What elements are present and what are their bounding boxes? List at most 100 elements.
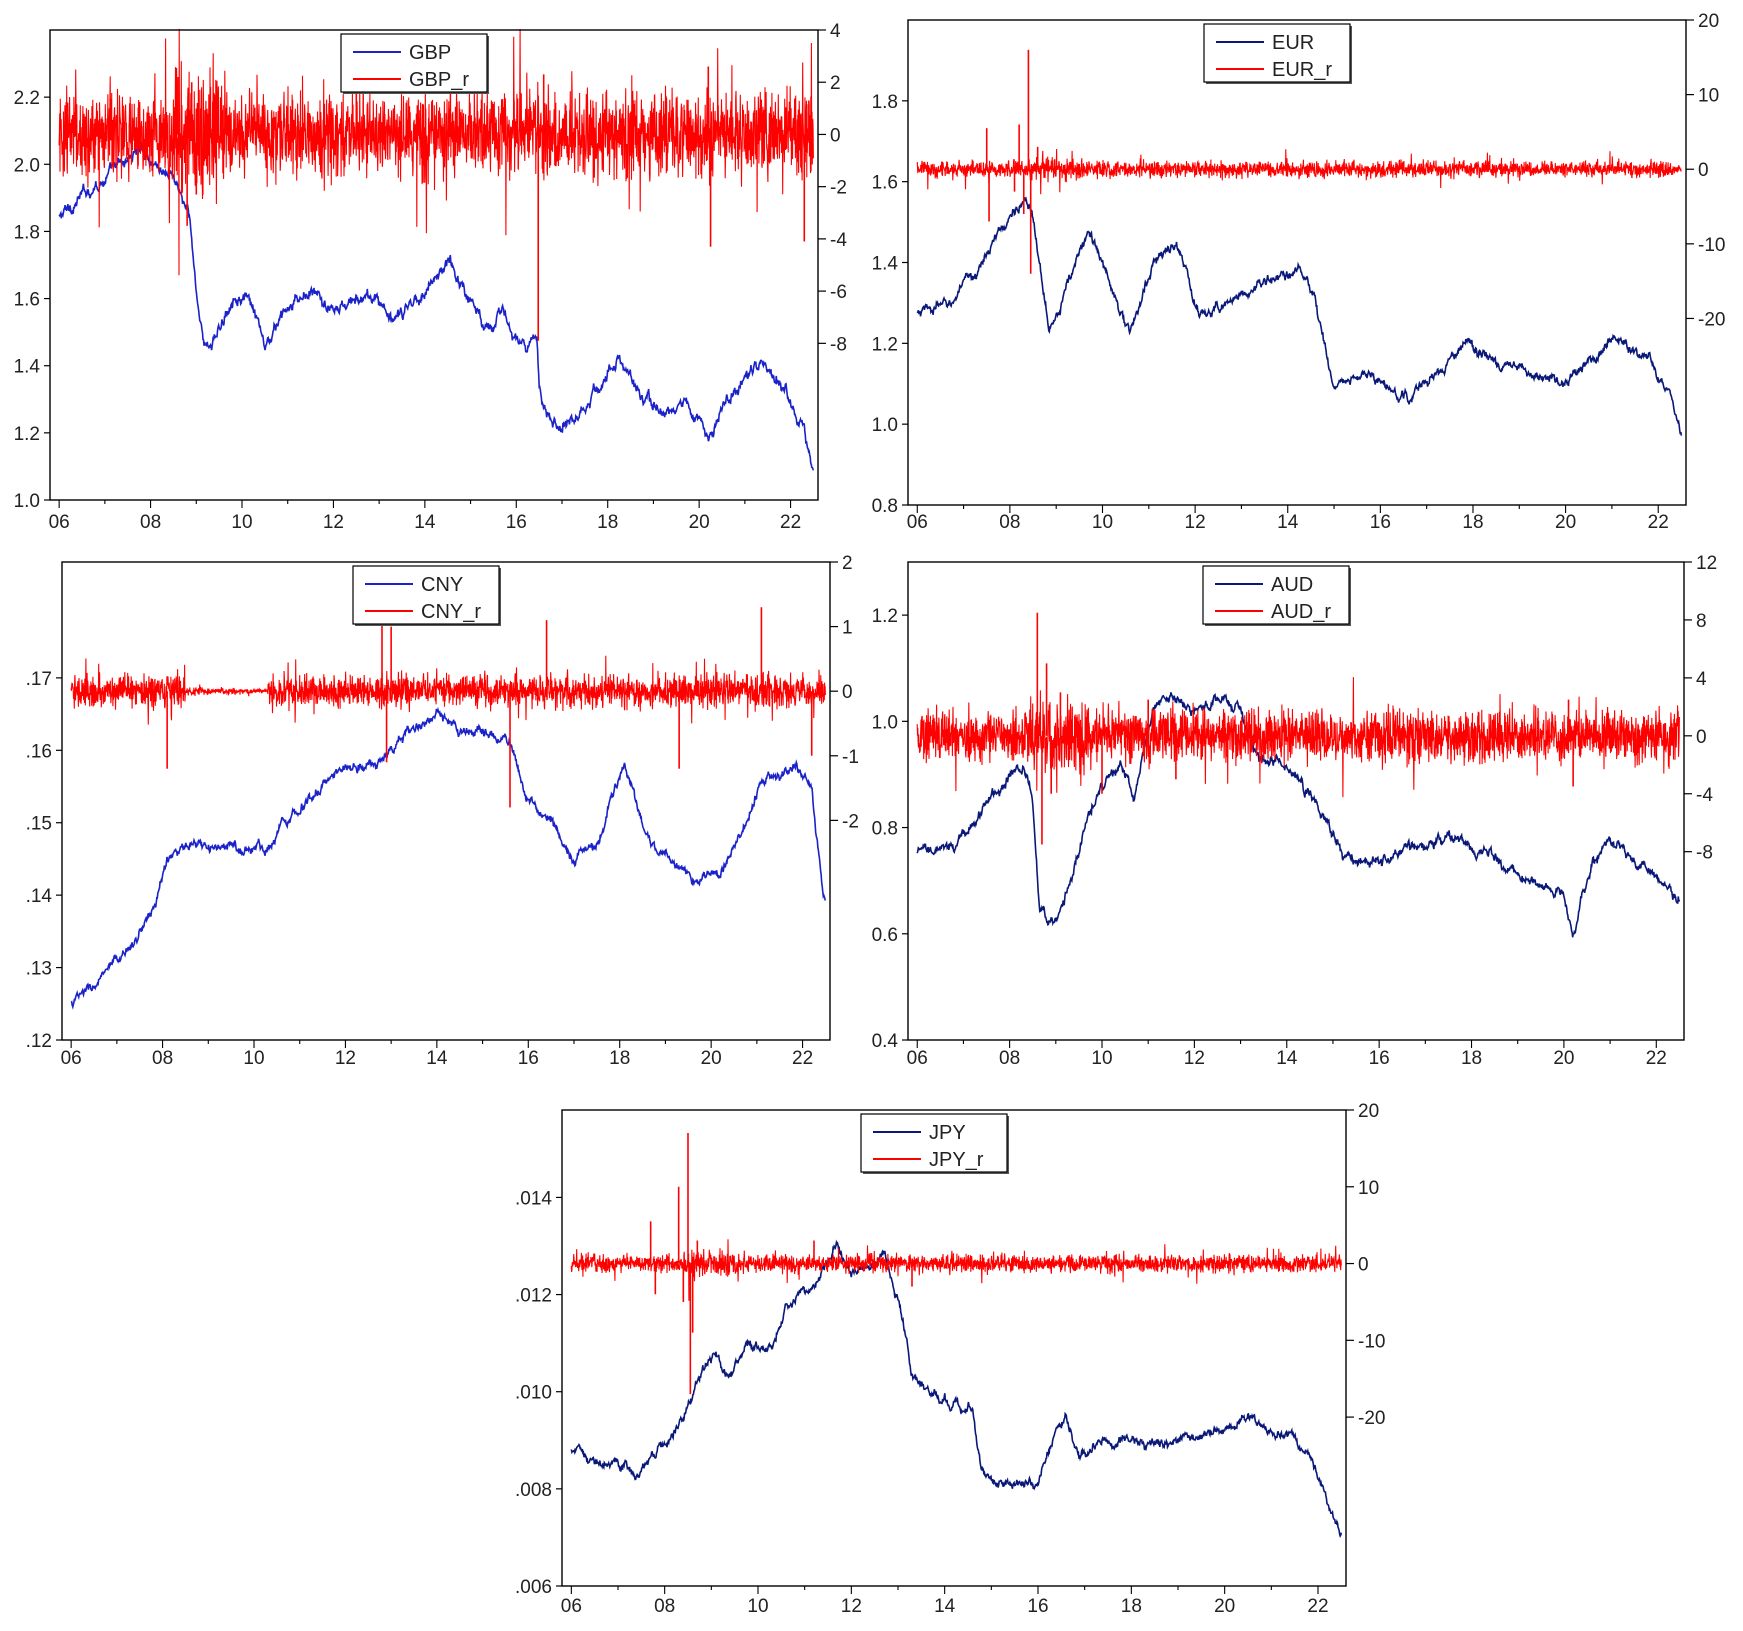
eur-legend: EUR EUR_r <box>1203 23 1352 84</box>
cny-x-tick-label: 12 <box>335 1048 356 1069</box>
aud-right-tick-label: 8 <box>1696 611 1707 632</box>
eur-return-line <box>916 148 1682 195</box>
aud-left-tick-label: 1.0 <box>872 712 898 733</box>
eur-chart: 0.8 1.0 1.2 1.4 1.6 1.8 -20 -10 0 10 20 06 08 10 12 14 1… <box>872 11 1726 533</box>
jpy-legend-shadow <box>863 1116 1009 1174</box>
eur-right-tick-label: 0 <box>1698 160 1709 181</box>
jpy-right-tick-label: -10 <box>1358 1331 1385 1352</box>
cny-legend-shadow <box>355 568 501 626</box>
gbp-x-tick-label: 08 <box>140 512 161 533</box>
gbp-level-line <box>58 140 815 471</box>
cny-x-tick-label: 22 <box>792 1048 813 1069</box>
jpy-left-tick-label: .008 <box>515 1480 552 1501</box>
cny-right-tick-label: -2 <box>842 811 859 832</box>
cny-legend-box <box>352 565 500 625</box>
aud-left-tick-label: 0.8 <box>872 819 898 840</box>
gbp-left-tick-label: 2.0 <box>14 155 40 176</box>
eur-legend-label: EUR_r <box>1272 59 1332 81</box>
cny-plot-frame <box>61 561 831 1041</box>
gbp-legend-label: GBP_r <box>409 69 469 91</box>
cny-right-tick-label: 2 <box>842 553 853 574</box>
aud-x-tick-label: 14 <box>1276 1048 1298 1069</box>
jpy-return-line <box>570 1239 1342 1301</box>
jpy-x-tick-label: 14 <box>934 1596 956 1617</box>
aud-legend-label: AUD_r <box>1271 601 1331 623</box>
eur-left-tick-label: 1.8 <box>872 92 898 113</box>
cny-legend: CNY CNY_r <box>352 565 501 626</box>
eur-legend-shadow <box>1206 26 1352 84</box>
jpy-plot-frame <box>561 1109 1347 1587</box>
eur-plot-frame <box>907 19 1687 506</box>
gbp-left-tick-label: 1.0 <box>14 491 40 512</box>
jpy-left-tick-label: .012 <box>515 1286 552 1307</box>
jpy-x-tick-label: 18 <box>1121 1596 1142 1617</box>
aud-x-tick-label: 18 <box>1461 1048 1482 1069</box>
jpy-x-tick-label: 10 <box>747 1596 768 1617</box>
gbp-x-tick-label: 06 <box>49 512 70 533</box>
aud-x-tick-label: 12 <box>1184 1048 1205 1069</box>
cny-x-tick-label: 14 <box>426 1048 448 1069</box>
eur-x-tick-label: 14 <box>1277 512 1299 533</box>
jpy-right-tick-label: 0 <box>1358 1255 1369 1276</box>
gbp-left-tick-label: 1.8 <box>14 222 40 243</box>
cny-left-tick-label: .17 <box>26 669 52 690</box>
aud-left-tick-label: 0.6 <box>872 925 898 946</box>
jpy-left-tick-label: .006 <box>515 1577 552 1598</box>
eur-x-tick-label: 16 <box>1370 512 1391 533</box>
jpy-legend: JPY JPY_r <box>860 1113 1009 1174</box>
aud-legend-box <box>1202 565 1350 625</box>
cny-right-tick-label: 0 <box>842 682 853 703</box>
jpy-x-tick-label: 12 <box>841 1596 862 1617</box>
aud-right-tick-label: -8 <box>1696 843 1713 864</box>
eur-legend-label: EUR <box>1272 32 1314 54</box>
gbp-x-tick-label: 16 <box>506 512 527 533</box>
jpy-x-tick-label: 06 <box>561 1596 582 1617</box>
aud-return-line <box>916 677 1680 798</box>
cny-x-tick-label: 16 <box>518 1048 539 1069</box>
gbp-x-tick-label: 14 <box>414 512 436 533</box>
aud-right-tick-label: 0 <box>1696 727 1707 748</box>
aud-x-tick-label: 20 <box>1553 1048 1574 1069</box>
eur-left-tick-label: 1.4 <box>872 254 899 275</box>
cny-x-tick-label: 10 <box>243 1048 264 1069</box>
gbp-left-tick-label: 1.2 <box>14 424 40 445</box>
cny-x-tick-label: 08 <box>152 1048 173 1069</box>
eur-right-tick-label: 20 <box>1698 11 1719 32</box>
cny-legend-label: CNY <box>421 574 463 596</box>
aud-right-tick-label: 4 <box>1696 669 1707 690</box>
gbp-legend: GBP GBP_r <box>340 33 489 94</box>
gbp-left-tick-label: 2.2 <box>14 88 40 109</box>
aud-plot-frame <box>907 561 1685 1041</box>
aud-right-tick-label: -4 <box>1696 785 1713 806</box>
jpy-left-tick-label: .010 <box>515 1383 552 1404</box>
eur-x-tick-label: 22 <box>1648 512 1669 533</box>
gbp-legend-box <box>340 33 488 93</box>
aud-legend-shadow <box>1205 568 1351 626</box>
eur-left-tick-label: 1.2 <box>872 334 898 355</box>
jpy-chart: .006 .008 .010 .012 .014 -20 -10 0 10 20 06 08 10 12 1… <box>515 1101 1385 1617</box>
eur-left-tick-label: 1.0 <box>872 415 898 436</box>
cny-left-tick-label: .14 <box>26 886 53 907</box>
cny-x-tick-label: 18 <box>609 1048 630 1069</box>
aud-x-tick-label: 08 <box>999 1048 1020 1069</box>
gbp-right-tick-label: 0 <box>830 125 841 146</box>
eur-x-tick-label: 12 <box>1185 512 1206 533</box>
eur-x-tick-label: 20 <box>1555 512 1576 533</box>
cny-left-tick-label: .15 <box>26 814 52 835</box>
cny-left-tick-label: .13 <box>26 959 52 980</box>
cny-return-line <box>70 655 826 725</box>
aud-x-tick-label: 16 <box>1369 1048 1390 1069</box>
gbp-x-tick-label: 12 <box>323 512 344 533</box>
cny-x-tick-label: 20 <box>701 1048 722 1069</box>
cny-level-line <box>70 706 827 1010</box>
cny-left-tick-label: .16 <box>26 741 52 762</box>
aud-right-tick-label: 12 <box>1696 553 1717 574</box>
cny-left-tick-label: .12 <box>26 1031 52 1052</box>
jpy-x-tick-label: 20 <box>1214 1596 1235 1617</box>
aud-chart: 0.4 0.6 0.8 1.0 1.2 -8 -4 0 4 8 12 06 08 10 12 14 16 18 20… <box>872 553 1718 1069</box>
jpy-right-tick-label: 20 <box>1358 1101 1379 1122</box>
gbp-chart: 1.0 1.2 1.4 1.6 1.8 2.0 2.2 -8 -6 -4 -2 0 2 4 06 08 10 12… <box>14 21 848 533</box>
cny-legend-label: CNY_r <box>421 601 481 623</box>
cny-x-tick-label: 06 <box>61 1048 82 1069</box>
